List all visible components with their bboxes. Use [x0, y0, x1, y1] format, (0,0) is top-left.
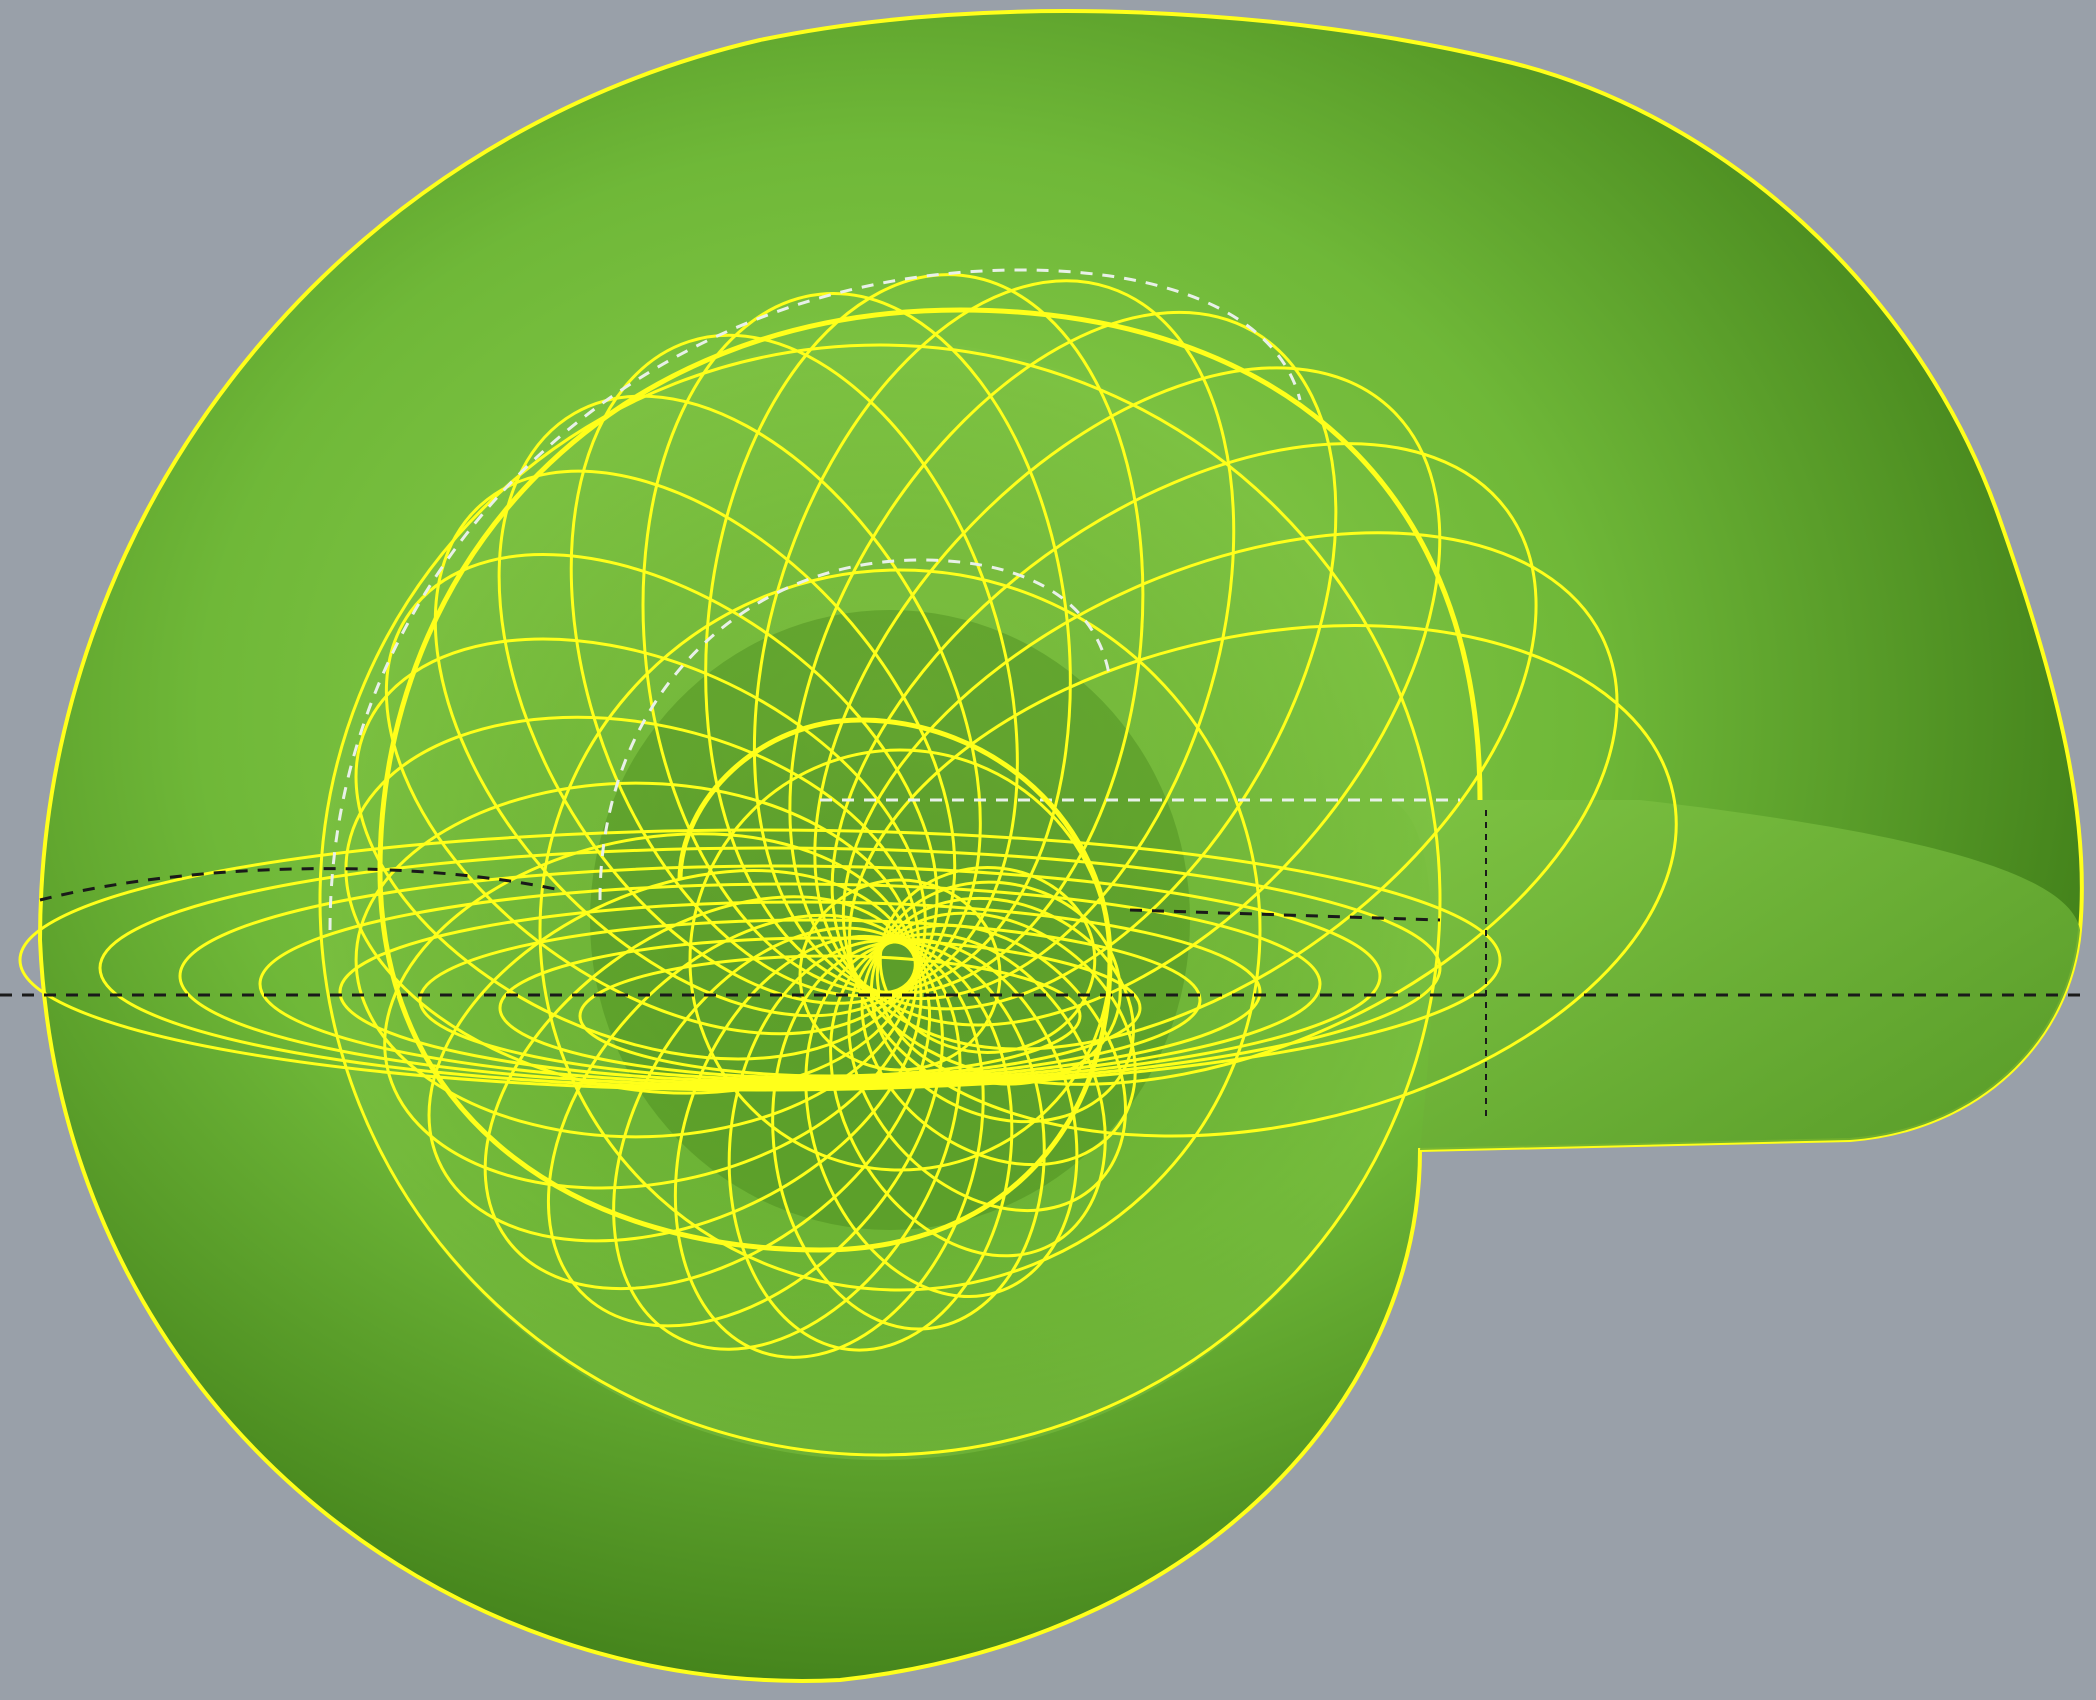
wireframe-ring [538, 568, 1262, 1292]
wireframe-band [98, 846, 1442, 1090]
wireframe-ring [318, 343, 1442, 1457]
wireframe-rib [878, 866, 1097, 1054]
wireframe-lines [18, 273, 1678, 1457]
wireframe-band [338, 900, 1262, 1084]
guide-lines [0, 268, 2080, 1120]
wireframe-band [418, 918, 1202, 1082]
wireframe-band [258, 882, 1322, 1086]
wireframe-rib [848, 623, 1678, 1138]
wireframe-band [498, 936, 1142, 1080]
wireframe-ring [798, 878, 1002, 1072]
wireframe-band [178, 864, 1382, 1088]
shell-aperture [1390, 800, 2080, 1150]
wireframe-band [18, 828, 1502, 1092]
outer-spiral [377, 307, 1483, 1253]
wireframe-band [578, 954, 1082, 1078]
